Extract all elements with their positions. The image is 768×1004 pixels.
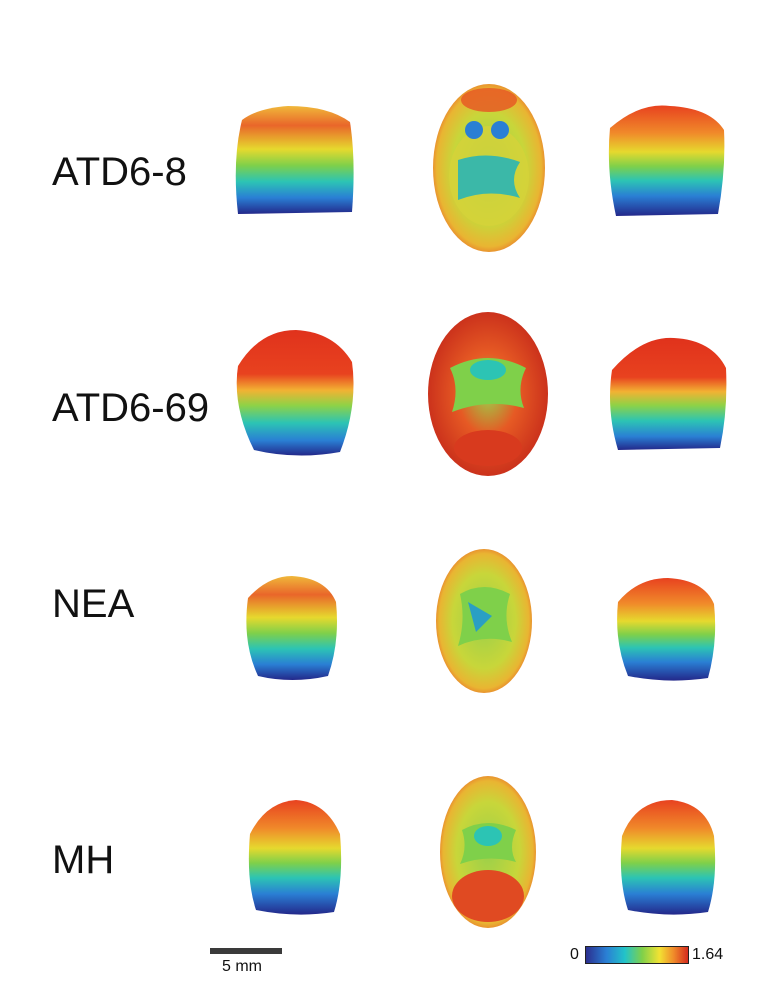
tooth-nea-lingual-view <box>246 576 337 680</box>
row-label-atd6-69: ATD6-69 <box>52 386 210 430</box>
row-label-mh: MH <box>52 838 115 882</box>
tooth-nea-occlusal-view <box>436 549 532 693</box>
colorbar-min-label: 0 <box>570 946 579 963</box>
row-label-atd6-8: ATD6-8 <box>52 150 187 194</box>
scale-bar <box>210 948 282 954</box>
tooth-atd6-69-buccal-view <box>610 337 727 450</box>
tooth-atd6-8-buccal-view <box>608 105 725 216</box>
row-label-nea: NEA <box>52 582 135 626</box>
tooth-mh-occlusal-view <box>440 776 536 928</box>
tooth-atd6-69-lingual-view <box>236 330 354 456</box>
tooth-atd6-69-occlusal-view <box>428 312 548 476</box>
scale-bar-label: 5 mm <box>222 958 262 975</box>
tooth-mh-buccal-view <box>620 800 716 915</box>
tooth-atd6-8-lingual-view <box>235 106 354 214</box>
colorbar-max-label: 1.64 <box>692 946 724 963</box>
colorbar <box>585 946 689 964</box>
tooth-nea-buccal-view <box>617 578 716 681</box>
tooth-mh-lingual-view <box>248 800 342 915</box>
tooth-atd6-8-occlusal-view <box>433 84 545 252</box>
